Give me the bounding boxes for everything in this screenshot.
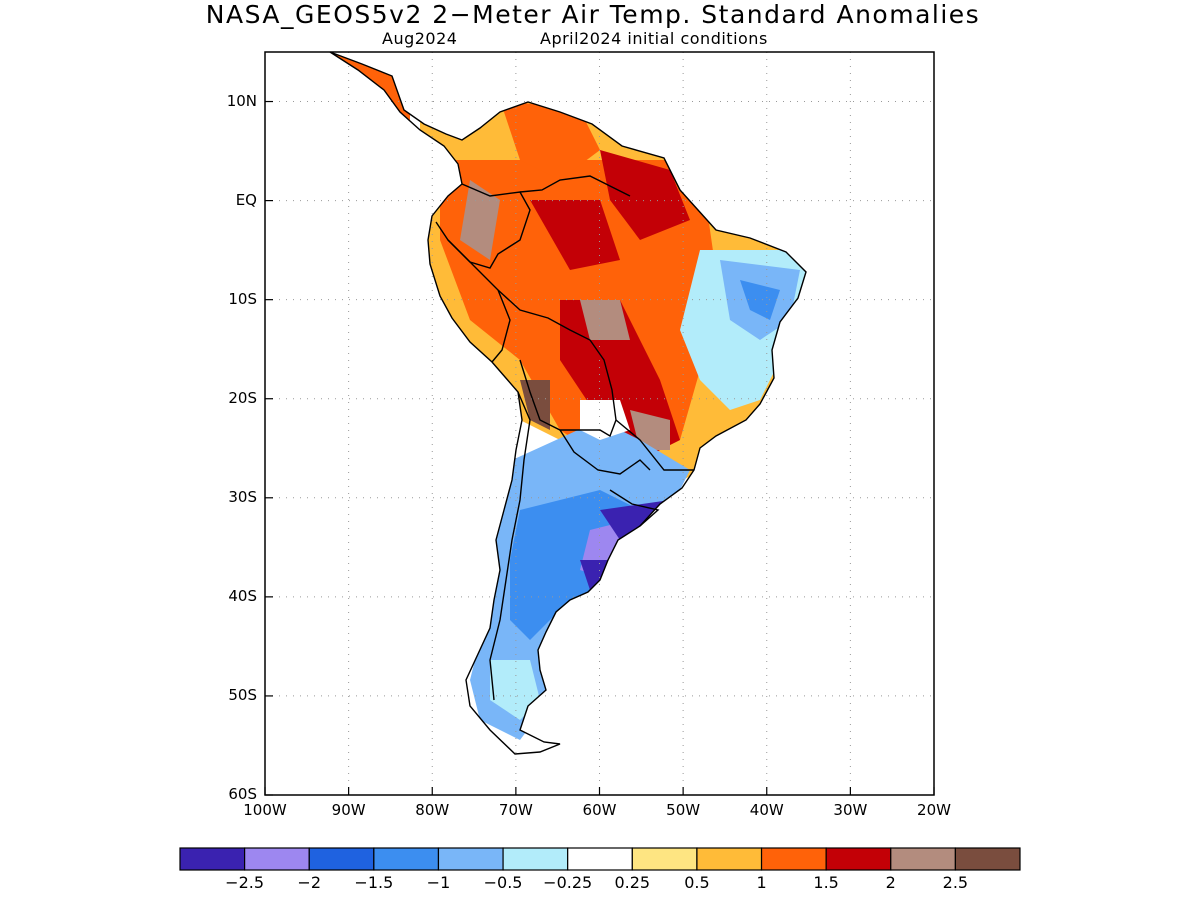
lon-label: 60W — [582, 801, 617, 819]
lat-label: 30S — [228, 487, 257, 506]
colorbar-swatch — [825, 847, 892, 871]
colorbar-swatch — [696, 847, 763, 871]
colorbar-label: 1 — [756, 873, 767, 892]
axis-ticks — [264, 100, 935, 796]
lon-label: 80W — [415, 801, 450, 819]
lat-label: EQ — [235, 190, 257, 209]
colorbar-swatch — [244, 847, 310, 871]
colorbar-label: 0.25 — [614, 873, 651, 892]
colorbar-swatch — [631, 847, 698, 871]
colorbar-label: −0.5 — [483, 873, 523, 892]
colorbar-swatch — [308, 847, 375, 871]
colorbar — [179, 847, 1021, 871]
colorbar-label: −1.5 — [354, 873, 394, 892]
lon-label: 50W — [666, 801, 701, 819]
colorbar-label: 1.5 — [813, 873, 839, 892]
colorbar-label: −0.25 — [543, 873, 593, 892]
lat-label: 60S — [228, 785, 257, 803]
colorbar-label: 2.5 — [942, 873, 969, 892]
lat-label: 10N — [226, 91, 257, 110]
lon-label: 100W — [243, 801, 287, 819]
anom-region-blue — [740, 280, 780, 320]
lon-label: 30W — [833, 801, 868, 819]
anomaly-field — [330, 52, 806, 740]
lon-label: 20W — [917, 801, 951, 819]
valid-month: Aug2024 — [382, 29, 458, 48]
lat-label: 20S — [228, 388, 257, 407]
map-title: NASA_GEOS5v2 2−Meter Air Temp. Standard … — [205, 0, 981, 29]
colorbar-swatch — [760, 847, 827, 871]
colorbar-swatch — [373, 847, 440, 871]
colorbar-swatch — [567, 847, 633, 871]
colorbar-swatch — [890, 847, 956, 871]
anom-region-orange — [500, 100, 600, 180]
colorbar-swatch — [437, 847, 504, 871]
colorbar-swatch — [179, 847, 246, 871]
anom-region-lightcyan — [490, 660, 540, 720]
colorbar-swatch — [954, 847, 1021, 871]
lat-label: 50S — [228, 685, 257, 704]
colorbar-label: 2 — [885, 873, 896, 892]
anom-region-brown — [580, 300, 630, 340]
lon-label: 40W — [749, 801, 784, 819]
initial-conditions: April2024 initial conditions — [540, 29, 768, 48]
colorbar-label: −2.5 — [225, 873, 265, 892]
colorbar-swatch — [502, 847, 569, 871]
colorbar-label: 0.5 — [684, 873, 710, 892]
country-borders — [329, 51, 807, 755]
anom-region-red — [600, 150, 690, 240]
lon-label: 90W — [331, 801, 366, 819]
anom-region-brown — [460, 180, 500, 260]
lon-label: 70W — [498, 801, 533, 819]
lat-label: 40S — [228, 586, 257, 605]
colorbar-label: −2 — [297, 873, 322, 892]
lat-label: 10S — [228, 289, 257, 308]
anom-region-red — [530, 200, 620, 270]
colorbar-label: −1 — [426, 873, 451, 892]
